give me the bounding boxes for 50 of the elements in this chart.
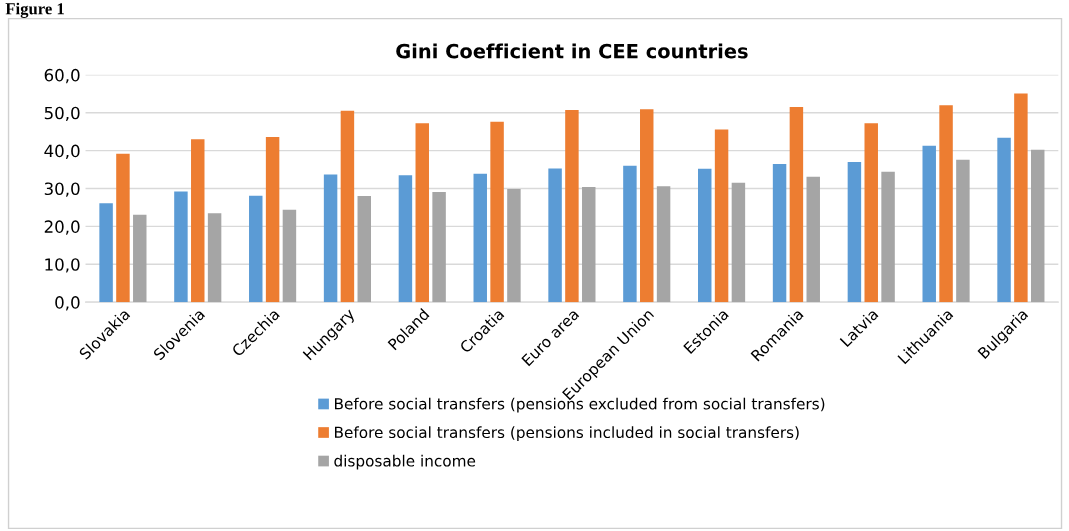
bar — [806, 176, 820, 303]
y-tick-label: 20,0 — [44, 220, 80, 235]
bar — [582, 186, 596, 303]
bar — [881, 171, 895, 303]
chart-title: Gini Coefficient in CEE countries — [396, 43, 748, 59]
bar — [714, 129, 729, 303]
bar — [772, 163, 787, 303]
bar — [847, 161, 862, 303]
bar — [340, 110, 355, 303]
bar — [282, 209, 297, 303]
y-tick-label: 50,0 — [44, 106, 80, 122]
bar — [1014, 93, 1028, 303]
y-tick-label: 40,0 — [44, 144, 80, 159]
bar — [191, 139, 205, 303]
legend-label: disposable income — [334, 454, 476, 470]
bar — [207, 213, 222, 303]
bar — [731, 182, 746, 303]
y-tick-label: 60,0 — [44, 68, 80, 84]
bar — [249, 195, 263, 303]
bar — [490, 121, 504, 303]
bar — [133, 214, 147, 303]
bar — [323, 174, 338, 303]
bar — [116, 153, 130, 303]
bar — [398, 175, 413, 303]
bar — [174, 191, 188, 303]
bar — [640, 109, 654, 303]
bar — [432, 191, 446, 303]
bar — [507, 188, 521, 303]
bar — [415, 123, 429, 303]
legend-label: Before social transfers (pensions included in social transfers) — [335, 426, 799, 442]
bar — [956, 159, 970, 303]
y-tick-label: 10,0 — [45, 258, 80, 273]
bar — [1031, 149, 1045, 303]
y-tick-label: 0,0 — [55, 296, 80, 311]
bar — [357, 196, 371, 303]
bar — [939, 105, 953, 303]
bar — [265, 136, 280, 303]
bar — [997, 137, 1011, 303]
bar — [548, 168, 562, 303]
bar — [864, 123, 878, 303]
bar — [99, 203, 113, 303]
bar — [623, 165, 637, 303]
y-tick-label: 30,0 — [44, 182, 80, 197]
caption: Figure 1 — [5, 2, 64, 18]
bar — [789, 107, 804, 303]
bar — [473, 173, 487, 303]
bar — [565, 110, 579, 303]
bar — [698, 168, 712, 303]
bar — [922, 145, 936, 303]
bar — [656, 186, 671, 303]
